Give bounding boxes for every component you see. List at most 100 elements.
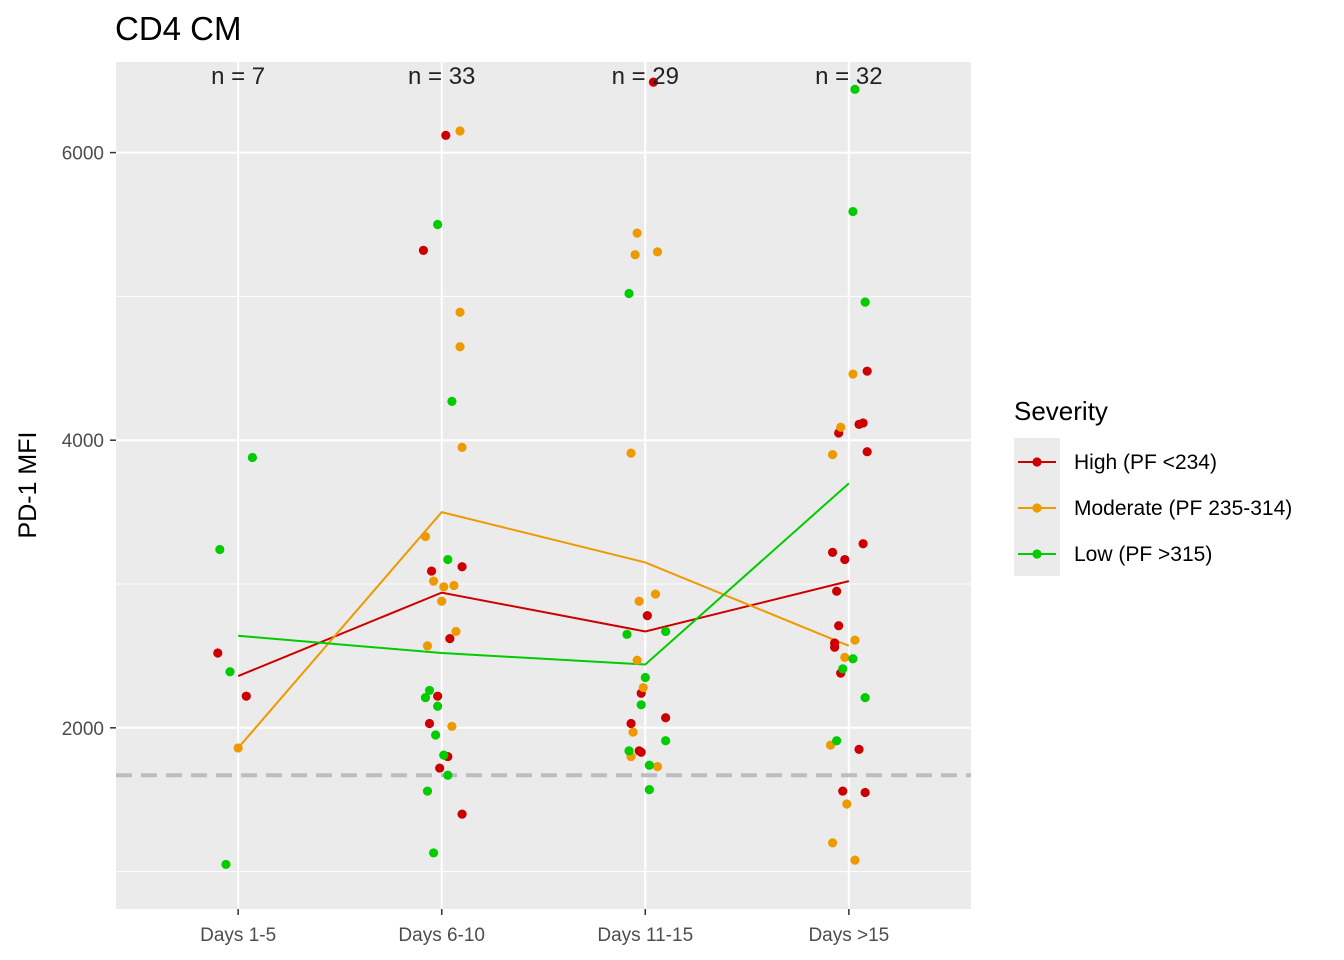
data-point [624,288,634,299]
data-point [457,809,467,819]
data-point [431,730,441,740]
data-point [626,718,636,729]
data-point [848,654,858,664]
mean-line [238,482,850,666]
legend-label: High (PF <234) [1074,451,1217,474]
y-tick-label: 4000 [62,431,104,452]
data-point [832,586,842,596]
data-point [827,838,838,848]
data-point [455,307,465,317]
data-point [638,682,648,693]
data-point [422,786,433,796]
mean-lines [237,482,850,749]
data-point [862,447,872,457]
count-label: n = 32 [815,63,882,90]
x-tick-label: Days >15 [808,925,889,946]
data-point [848,369,858,379]
data-point [447,396,457,406]
data-point [840,652,850,662]
data-point [642,611,652,621]
data-point [433,219,443,230]
data-point [622,629,632,639]
data-point [834,621,844,631]
legend-key-point [1032,503,1042,513]
data-point [836,422,846,432]
data-point [860,693,870,703]
data-point [854,744,864,754]
data-point [451,626,461,637]
data-point [850,635,860,645]
data-point [439,750,449,760]
data-point [457,562,467,572]
data-point [455,126,465,136]
data-point [848,206,858,217]
legend-label: Low (PF >315) [1074,543,1212,566]
data-point [640,672,650,683]
count-label: n = 33 [408,63,475,90]
data-point [842,799,852,809]
data-point [213,648,223,658]
data-point [443,770,453,780]
data-point [439,582,449,592]
data-point [426,566,437,576]
data-point [632,655,642,665]
data-point [420,531,431,542]
legend: Severity High (PF <234) Moderate (PF 235-… [1014,396,1292,576]
data-point [445,634,455,644]
data-point [827,449,838,460]
count-label: n = 7 [211,63,265,90]
data-point [422,641,433,651]
data-point [441,130,451,140]
data-point [247,452,257,463]
data-point [838,786,848,796]
data-point [650,589,661,599]
data-point [652,247,663,257]
data-point [850,855,860,865]
data-point [447,721,457,731]
x-tick-label: Days 6-10 [398,925,485,946]
y-axis-title: PD-1 MFI [14,432,42,539]
y-tick-label: 2000 [62,719,104,740]
data-point [827,547,838,557]
y-axis: 2000 4000 6000 [62,144,116,740]
data-point [424,685,435,696]
data-point [215,544,225,555]
data-point [636,700,646,710]
data-point [433,691,443,701]
count-label: n = 29 [612,63,679,90]
data-point [424,718,435,729]
plot-panel [116,62,971,909]
data-point [858,539,868,549]
data-point [418,245,428,255]
data-point [221,859,231,870]
count-labels: n = 7 n = 33 n = 29 n = 32 [211,63,882,90]
legend-key-point [1032,549,1042,559]
data-point [862,366,872,376]
data-point [632,228,642,238]
x-axis: Days 1-5 Days 6-10 Days 11-15 Days >15 [200,909,889,946]
data-point [652,762,663,772]
data-point [860,787,870,798]
data-point [433,701,443,711]
data-point [443,554,453,565]
data-point [661,736,671,746]
data-point [428,576,439,586]
data-point [225,667,235,677]
data-point [661,626,671,637]
data-point [455,342,465,352]
x-tick-label: Days 1-5 [200,925,276,946]
minor-gridlines [116,295,971,873]
data-point [626,448,636,458]
x-tick-label: Days 11-15 [597,925,693,946]
data-point [420,693,431,703]
data-point [832,736,842,746]
data-point [644,760,654,770]
data-point [850,84,860,94]
data-point [628,727,638,737]
data-point [840,554,850,565]
data-point [428,848,439,858]
data-point [854,419,864,429]
data-point [634,596,644,606]
legend-label: Moderate (PF 235-314) [1074,497,1292,520]
